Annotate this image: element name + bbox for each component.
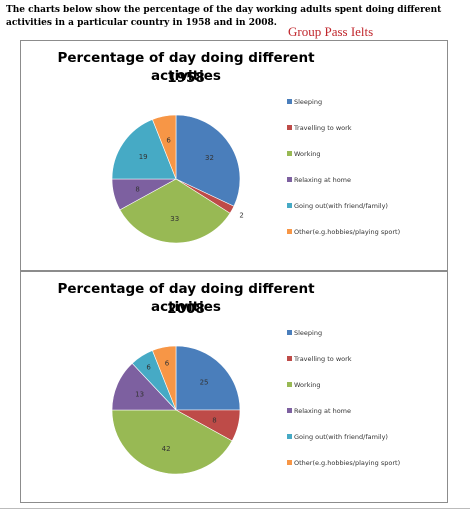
data-label: 6 [166, 137, 171, 145]
chart-panel-1958: Percentage of day doing different activi… [20, 40, 448, 271]
pie-slice-working [111, 409, 233, 475]
legend-swatch [287, 408, 292, 413]
intro-text: The charts below show the percentage of … [6, 5, 442, 28]
pie-slice-going-out-with-friend-family [111, 119, 177, 180]
data-label: 19 [139, 153, 148, 161]
data-label: 6 [165, 359, 170, 367]
pie-chart-1958: 32 2 33 8 19 6 [111, 114, 244, 244]
legend-label: Working [294, 381, 321, 389]
chart-panel-2008: Percentage of day doing different activi… [20, 271, 448, 503]
watermark-text: Group Pass Ielts [288, 24, 374, 39]
legend-label: Travelling to work [294, 355, 352, 363]
legend-item: Going out(with friend/family) [287, 432, 437, 442]
legend-swatch [287, 125, 292, 130]
legend-swatch [287, 229, 292, 234]
legend-swatch [287, 203, 292, 208]
data-label: 2 [239, 212, 243, 220]
chart-title: Percentage of day doing different activi… [57, 50, 315, 84]
chart-year: 2008 [167, 301, 205, 317]
legend-item: Working [287, 380, 437, 390]
pie-chart-2008: 25 8 42 13 6 6 [111, 345, 241, 475]
legend-item: Travelling to work [287, 354, 437, 364]
chart-title: Percentage of day doing different activi… [57, 281, 315, 315]
legend-label: Travelling to work [294, 124, 352, 132]
legend-label: Sleeping [294, 329, 323, 337]
legend-swatch [287, 434, 292, 439]
legend-swatch [287, 99, 292, 104]
legend-label: Going out(with friend/family) [294, 433, 388, 441]
legend-swatch [287, 330, 292, 335]
legend-item: Other(e.g.hobbies/playing sport) [287, 227, 437, 237]
legend-swatch [287, 382, 292, 387]
legend-item: Other(e.g.hobbies/playing sport) [287, 458, 437, 468]
legend-label: Working [294, 150, 321, 158]
data-label: 13 [135, 391, 144, 399]
data-label: 8 [212, 416, 216, 424]
legend-swatch [287, 356, 292, 361]
data-label: 32 [205, 154, 214, 162]
legend-label: Sleeping [294, 98, 323, 106]
legend-label: Other(e.g.hobbies/playing sport) [294, 459, 401, 467]
data-label: 42 [162, 445, 171, 453]
data-label: 6 [146, 363, 151, 371]
legend-label: Relaxing at home [294, 407, 352, 415]
legend-label: Going out(with friend/family) [294, 202, 388, 210]
pie-slice-sleeping [175, 114, 241, 207]
legend-swatch [287, 177, 292, 182]
chart-year: 1958 [167, 70, 205, 86]
legend-item: Relaxing at home [287, 406, 437, 416]
legend-item: Working [287, 149, 437, 159]
data-label: 8 [135, 185, 139, 193]
pie-slice-other-e-g-hobbies-playing-sport [152, 114, 177, 180]
legend-label: Other(e.g.hobbies/playing sport) [294, 228, 401, 236]
pie-slice-sleeping [175, 345, 241, 411]
legend-item: Travelling to work [287, 123, 437, 133]
data-label: 25 [200, 378, 209, 386]
pie-slice-other-e-g-hobbies-playing-sport [152, 345, 177, 411]
data-label: 33 [170, 215, 179, 223]
legend-item: Going out(with friend/family) [287, 201, 437, 211]
legend-label: Relaxing at home [294, 176, 352, 184]
legend-swatch [287, 460, 292, 465]
legend-item: Sleeping [287, 328, 437, 338]
legend-swatch [287, 151, 292, 156]
legend-item: Sleeping [287, 97, 437, 107]
divider [0, 508, 470, 509]
legend-item: Relaxing at home [287, 175, 437, 185]
